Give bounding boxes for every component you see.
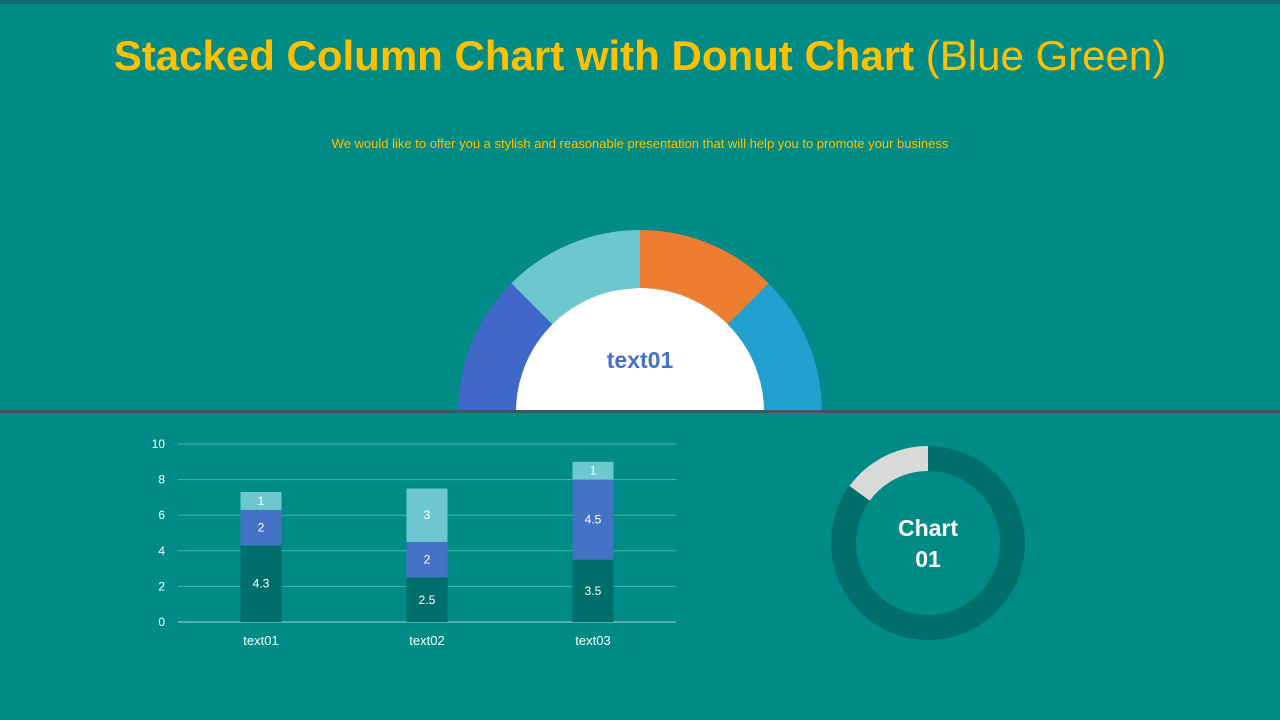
half-donut-slice-2 <box>511 230 640 325</box>
bar-y-tick-labels: 0 2 4 6 8 10 <box>152 437 166 629</box>
donut-center-label-line1: Chart <box>898 515 958 541</box>
y-tick-label: 2 <box>158 579 165 593</box>
bar-category-labels: text01 text02 text03 <box>243 633 610 648</box>
half-donut-slices <box>458 230 822 412</box>
bar-segment <box>406 577 448 622</box>
y-tick-label: 8 <box>158 473 165 487</box>
bar-data-label: 2.5 <box>419 593 436 607</box>
bar-segment <box>240 509 282 546</box>
page-subtitle: We would like to offer you a stylish and… <box>331 136 949 151</box>
y-tick-label: 0 <box>158 615 165 629</box>
bar-data-label: 3.5 <box>585 584 602 598</box>
bar-segment <box>572 461 614 480</box>
half-donut-slice-3 <box>640 230 769 325</box>
section-divider <box>0 410 1280 413</box>
bar-segment <box>240 492 282 510</box>
y-tick-label: 4 <box>158 544 165 558</box>
y-tick-label: 6 <box>158 508 165 522</box>
bar-data-label: 1 <box>590 464 597 478</box>
category-label: text02 <box>409 633 444 648</box>
half-donut-center-label: text01 <box>607 347 674 373</box>
bar-data-label: 4.5 <box>585 513 602 527</box>
bar-segment <box>572 479 614 560</box>
title-bold: Stacked Column Chart with Donut Chart <box>113 32 915 79</box>
half-donut-slice-1 <box>458 283 553 412</box>
bar-segment <box>406 541 448 578</box>
donut-center-label-line2: 01 <box>915 546 941 572</box>
donut-slice-2 <box>849 446 928 501</box>
bar-data-label: 3 <box>424 508 431 522</box>
category-label: text01 <box>243 633 278 648</box>
bar-data-label: 2 <box>258 521 265 535</box>
half-donut-slice-4 <box>727 283 822 412</box>
bar-data-label: 1 <box>258 494 265 508</box>
page-title: Stacked Column Chart with Donut Chart (B… <box>0 30 1280 82</box>
bar-segment <box>240 545 282 622</box>
title-light: (Blue Green) <box>925 32 1167 79</box>
category-label: text03 <box>575 633 610 648</box>
bar-segment <box>572 559 614 622</box>
donut-slices <box>831 445 1026 640</box>
bar-segments <box>240 461 614 622</box>
bar-data-labels: 4.3 2 1 2.5 2 3 3.5 4.5 1 <box>253 464 602 607</box>
y-tick-label: 10 <box>152 437 166 451</box>
bar-data-label: 4.3 <box>253 577 270 591</box>
half-donut-center <box>516 288 764 412</box>
top-strip <box>0 0 1280 4</box>
bar-segment <box>406 488 448 542</box>
bar-data-label: 2 <box>424 553 431 567</box>
